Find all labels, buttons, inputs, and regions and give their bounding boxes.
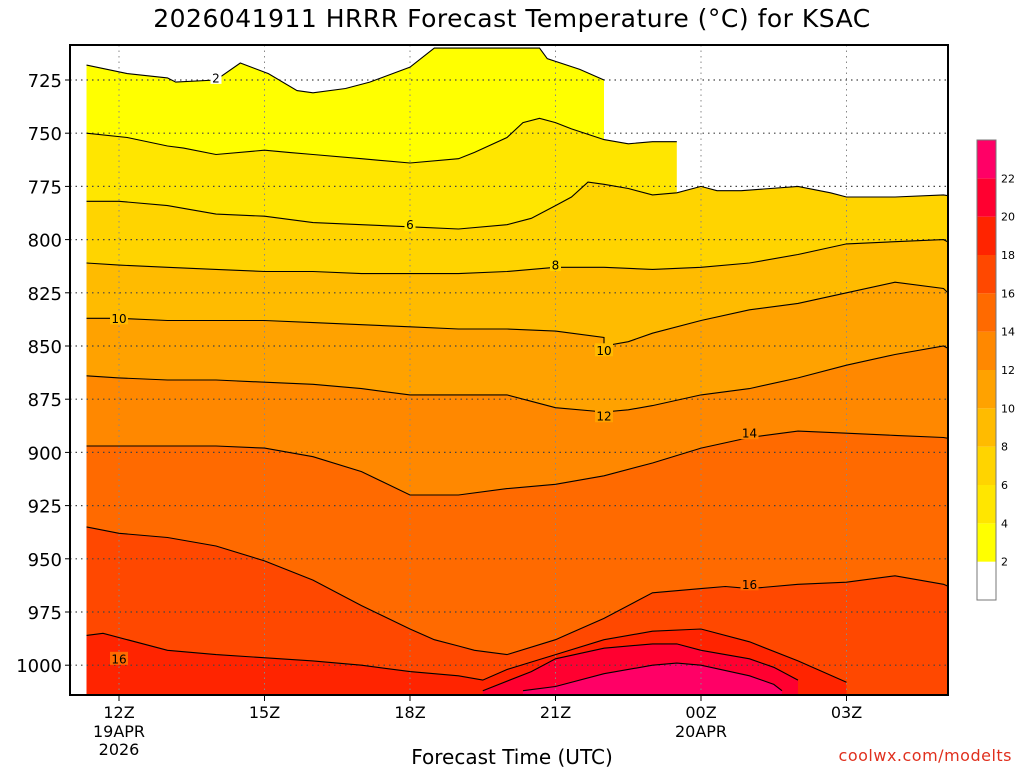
colorbar-swatch (977, 217, 996, 255)
colorbar-swatch (977, 332, 996, 370)
contour-label: 16 (111, 652, 126, 666)
colorbar-swatch (977, 485, 996, 523)
colorbar-tick-label: 10 (1001, 402, 1015, 415)
colorbar-swatch (977, 408, 996, 446)
contour-label: 12 (596, 410, 611, 424)
colorbar-tick-label: 20 (1001, 211, 1015, 224)
x-tick-label: 12Z (103, 703, 134, 722)
colorbar-tick-label: 4 (1001, 517, 1008, 530)
colorbar-tick-label: 18 (1001, 249, 1015, 262)
y-tick-label: 850 (28, 337, 62, 358)
colorbar-tick-label: 8 (1001, 441, 1008, 454)
y-tick-label: 750 (28, 124, 62, 145)
colorbar-swatch (977, 293, 996, 331)
y-tick-label: 975 (28, 603, 62, 624)
contour-label: 16 (742, 578, 757, 592)
x-tick-label: 00Z (685, 703, 716, 722)
y-tick-label: 875 (28, 390, 62, 411)
colorbar-swatch (977, 140, 996, 178)
contour-label: 10 (596, 344, 611, 358)
colorbar-tick-label: 22 (1001, 172, 1015, 185)
y-tick-label: 725 (28, 71, 62, 92)
y-axis: 725 750 775 800 825 850 875 900 925 950 975 1000 (16, 71, 70, 677)
x-tick-label: 03Z (831, 703, 862, 722)
colorbar-tick-label: 6 (1001, 479, 1008, 492)
credit-text: coolwx.com/modelts (839, 746, 1012, 765)
x-tick-label: 21Z (540, 703, 571, 722)
contour-label: 2 (212, 71, 220, 85)
y-tick-label: 1000 (16, 656, 62, 677)
y-tick-label: 800 (28, 231, 62, 252)
y-tick-label: 900 (28, 443, 62, 464)
colorbar-tick-label: 14 (1001, 326, 1015, 339)
x-tick-label: 15Z (249, 703, 280, 722)
colorbar-swatch (977, 178, 996, 216)
colorbar-swatch (977, 523, 996, 561)
colorbar-tick-label: 16 (1001, 287, 1015, 300)
colorbar-swatch (977, 562, 996, 600)
x-tick-sublabel: 19APR (93, 722, 145, 741)
colorbar-swatch (977, 447, 996, 485)
contour-label: 8 (552, 259, 560, 273)
contour-label: 10 (111, 312, 126, 326)
x-tick-sublabel: 20APR (675, 722, 727, 741)
y-tick-label: 950 (28, 550, 62, 571)
colorbar-swatch (977, 370, 996, 408)
colorbar-tick-label: 2 (1001, 556, 1008, 569)
y-tick-label: 825 (28, 284, 62, 305)
x-tick-label: 18Z (394, 703, 425, 722)
contour-label: 6 (406, 218, 414, 232)
contour-label: 14 (742, 427, 757, 441)
colorbar-swatch (977, 255, 996, 293)
colorbar-tick-label: 12 (1001, 364, 1015, 377)
colorbar: 2 4 6 8 10 12 14 16 18 20 22 (977, 140, 1015, 600)
y-tick-label: 925 (28, 497, 62, 518)
contour-fills (70, 45, 1024, 697)
y-tick-label: 775 (28, 177, 62, 198)
